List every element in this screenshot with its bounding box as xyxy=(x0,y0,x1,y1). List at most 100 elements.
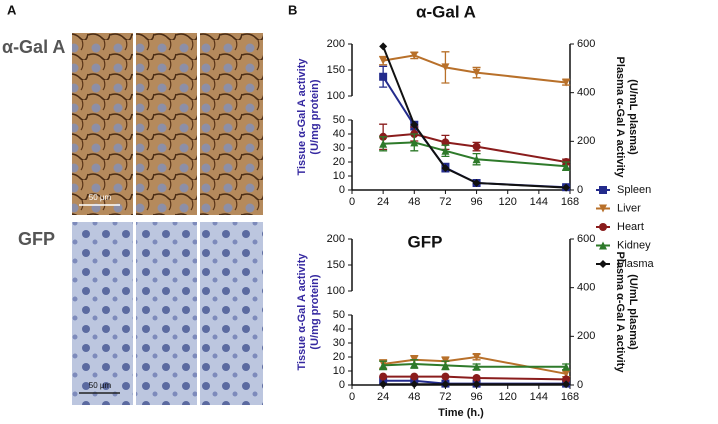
legend-label: Plasma xyxy=(617,258,655,270)
marker xyxy=(410,372,419,381)
series xyxy=(379,353,571,378)
marker xyxy=(562,78,571,87)
marker xyxy=(441,138,450,147)
legend-marker xyxy=(599,223,607,231)
y2-axis-label: (U/mL plasma) xyxy=(627,79,639,155)
marker xyxy=(379,72,388,81)
y-tick-label: 40 xyxy=(333,323,345,335)
x-tick-label: 48 xyxy=(408,196,420,208)
y2-axis-label: (U/mL plasma) xyxy=(627,274,639,350)
marker xyxy=(472,353,481,361)
x-tick-label: 0 xyxy=(349,196,355,208)
marker xyxy=(441,146,450,155)
y-tick-label: 150 xyxy=(327,64,345,76)
image xyxy=(72,222,133,405)
image xyxy=(136,33,197,215)
marker xyxy=(410,138,419,147)
x-tick-label: 96 xyxy=(470,391,482,403)
marker xyxy=(441,372,450,381)
y-axis-label: Tissue α-Gal A activity xyxy=(296,58,308,176)
panel-label: B xyxy=(288,2,297,17)
series xyxy=(379,42,571,192)
legend-marker xyxy=(599,186,607,194)
chart-title: GFP xyxy=(408,232,443,251)
y-tick-label: 0 xyxy=(339,379,345,391)
line xyxy=(382,76,567,189)
image xyxy=(136,222,197,405)
x-tick-label: 144 xyxy=(530,391,548,403)
marker xyxy=(472,178,481,187)
y2-axis-label: Plasma α-Gal A activity xyxy=(614,252,626,374)
y-tick-label: 30 xyxy=(333,142,345,154)
image xyxy=(200,33,263,215)
marker xyxy=(410,51,419,60)
x-tick-label: 24 xyxy=(377,196,389,208)
x-tick-label: 24 xyxy=(377,391,389,403)
y-tick-label: 0 xyxy=(339,184,345,196)
marker xyxy=(562,375,571,384)
x-tick-label: 72 xyxy=(439,196,451,208)
y2-tick-label: 600 xyxy=(577,233,595,245)
marker xyxy=(472,362,481,371)
series xyxy=(379,51,571,87)
legend-marker xyxy=(599,204,607,213)
y-axis-label: (U/mg protein) xyxy=(309,274,321,349)
marker xyxy=(379,372,388,381)
y2-tick-label: 0 xyxy=(577,184,583,196)
legend-label: Spleen xyxy=(617,184,651,196)
y2-tick-label: 400 xyxy=(577,282,595,294)
y-tick-label: 50 xyxy=(333,114,345,126)
marker xyxy=(472,374,481,382)
row-label: α-Gal A xyxy=(2,37,65,57)
y-tick-label: 20 xyxy=(333,351,345,363)
scale-bar-label: 50 µm xyxy=(89,381,112,390)
y-axis-label: (U/mg protein) xyxy=(309,79,321,154)
y-tick-label: 200 xyxy=(327,233,345,245)
y-tick-label: 10 xyxy=(333,365,345,377)
x-tick-label: 120 xyxy=(499,391,517,403)
marker xyxy=(562,183,571,192)
image xyxy=(200,222,263,405)
x-tick-label: 48 xyxy=(408,391,420,403)
y2-axis-label: Plasma α-Gal A activity xyxy=(614,57,626,179)
marker xyxy=(441,380,450,389)
series xyxy=(379,133,571,172)
legend-label: Heart xyxy=(617,221,644,233)
image xyxy=(72,33,133,215)
marker xyxy=(441,63,450,72)
series xyxy=(379,380,571,389)
y-tick-label: 40 xyxy=(333,128,345,140)
x-tick-label: 144 xyxy=(530,196,548,208)
legend-label: Liver xyxy=(617,202,641,214)
x-tick-label: 120 xyxy=(499,196,517,208)
marker xyxy=(441,361,450,370)
marker xyxy=(472,68,481,77)
y-tick-label: 20 xyxy=(333,156,345,168)
y-tick-label: 100 xyxy=(327,90,345,102)
marker xyxy=(379,361,388,370)
x-tick-label: 96 xyxy=(470,196,482,208)
y-axis-label: Tissue α-Gal A activity xyxy=(296,253,308,371)
y2-tick-label: 400 xyxy=(577,87,595,99)
marker xyxy=(472,155,481,164)
row-label: GFP xyxy=(18,229,55,249)
marker xyxy=(562,369,571,378)
y-tick-label: 200 xyxy=(327,38,345,50)
y2-tick-label: 600 xyxy=(577,38,595,50)
marker xyxy=(562,380,571,389)
y-tick-label: 100 xyxy=(327,285,345,297)
y2-tick-label: 200 xyxy=(577,330,595,342)
marker xyxy=(379,56,388,65)
legend-marker xyxy=(599,241,607,250)
legend-marker xyxy=(599,260,607,268)
marker xyxy=(379,380,388,389)
series xyxy=(379,65,571,192)
y-tick-label: 50 xyxy=(333,309,345,321)
y2-tick-label: 0 xyxy=(577,379,583,391)
series xyxy=(379,123,571,166)
marker xyxy=(410,380,419,389)
x-tick-label: 168 xyxy=(561,391,579,403)
legend-label: Kidney xyxy=(617,239,651,251)
marker xyxy=(472,380,481,389)
x-tick-label: 72 xyxy=(439,391,451,403)
